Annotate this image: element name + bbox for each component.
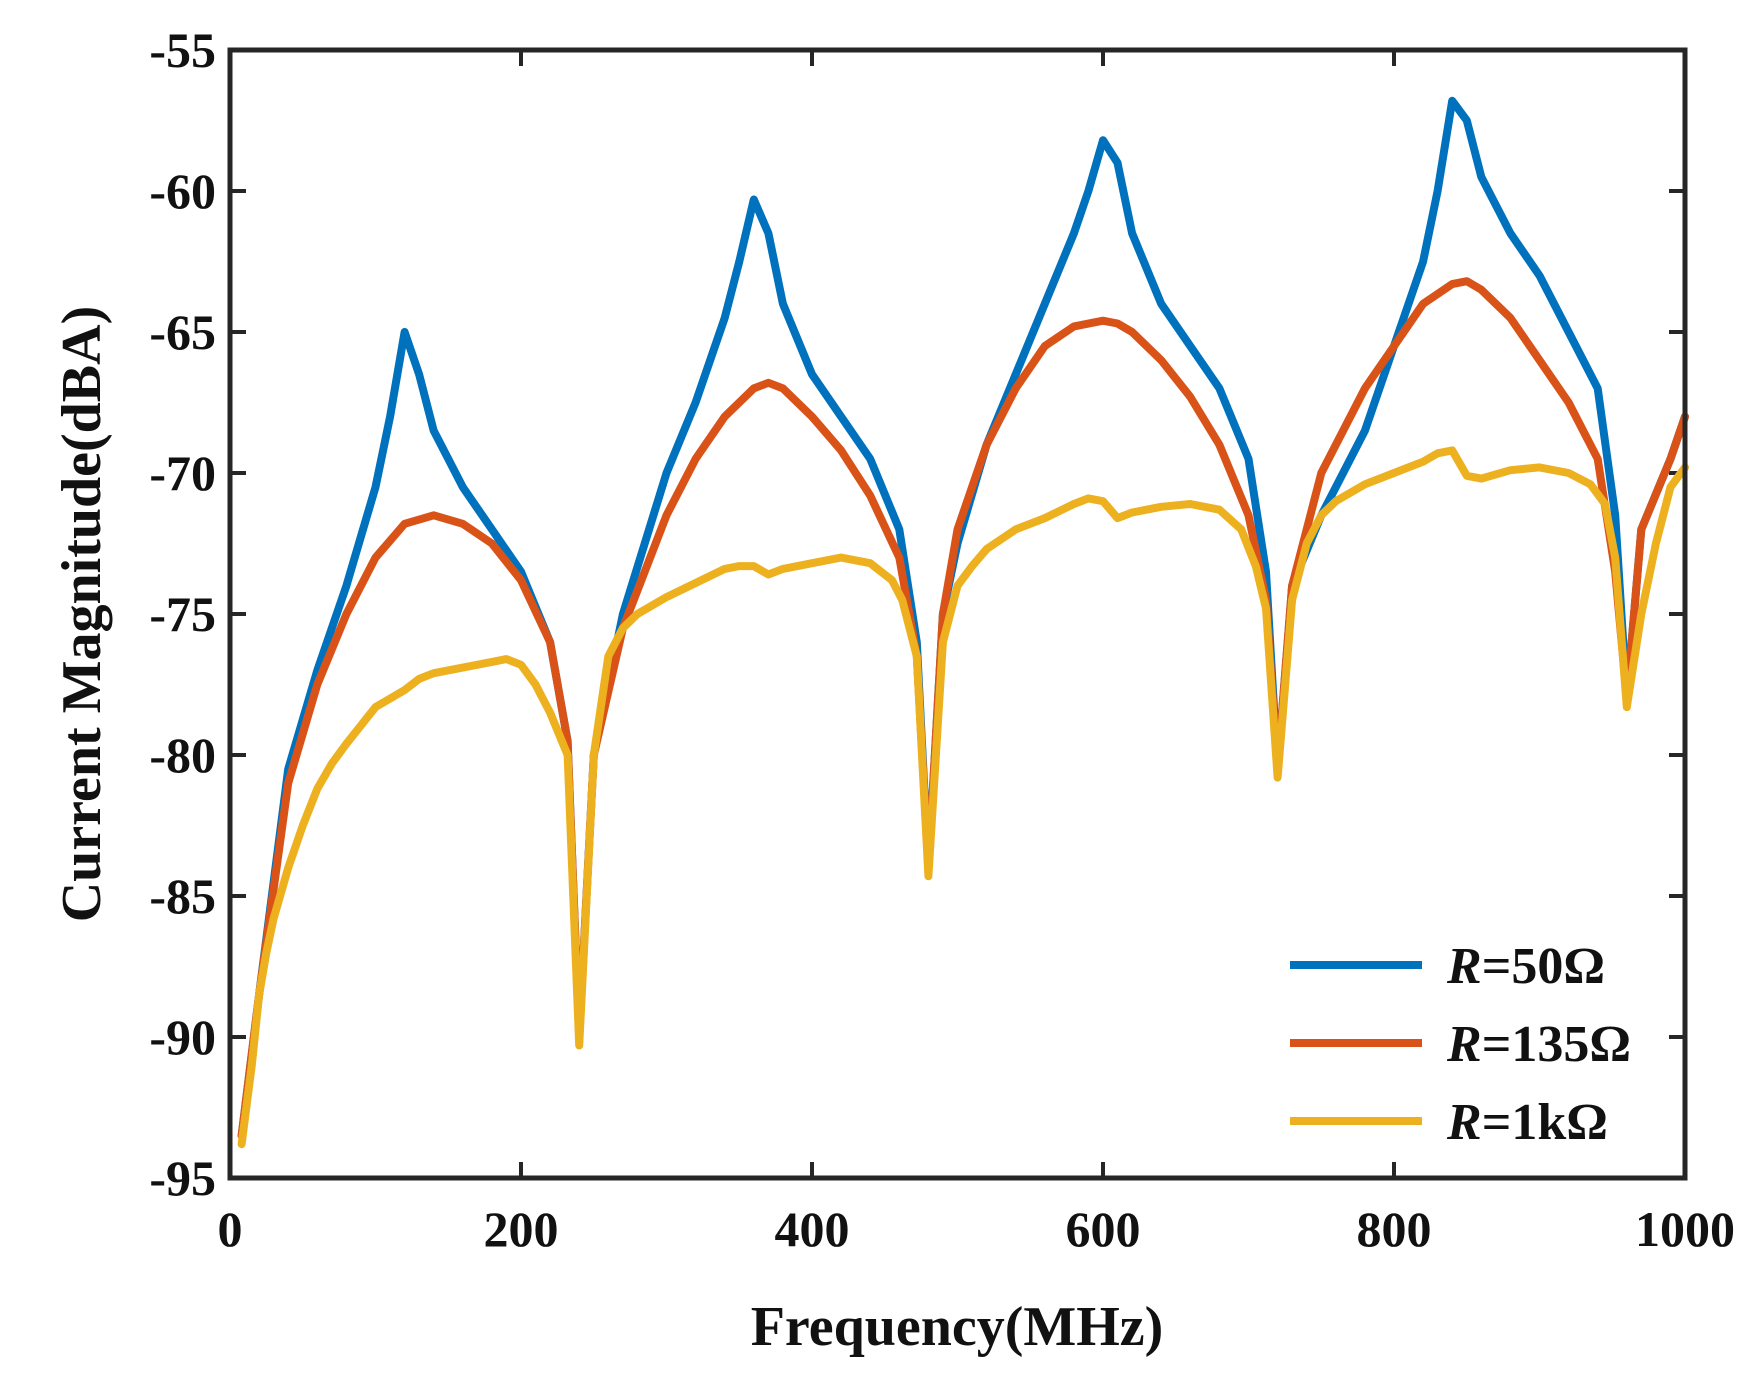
series-line-2 — [237, 277, 1689, 1140]
x-axis-title: Frequency(MHz) — [751, 1296, 1164, 1358]
legend: R=50Ω R=135Ω R=1kΩ — [1290, 938, 1631, 1151]
y-tick-label: -55 — [149, 22, 216, 78]
y-axis-title: Current Magnitude(dBA) — [51, 306, 113, 923]
y-tick-label: -80 — [149, 727, 216, 783]
x-tick-label: 1000 — [1635, 1201, 1735, 1257]
y-tick-label: -85 — [149, 868, 216, 924]
x-tick-label: 0 — [218, 1201, 243, 1257]
legend-label: R=50Ω — [1446, 938, 1605, 995]
legend-label: R=135Ω — [1446, 1016, 1631, 1073]
y-tick-label: -65 — [149, 304, 216, 360]
x-tick-label: 800 — [1357, 1201, 1432, 1257]
y-tick-labels: -55 -60 -65 -70 -75 -80 -85 -90 -95 — [149, 22, 216, 1206]
x-tick-labels: 0 200 400 600 800 1000 — [218, 1201, 1736, 1257]
legend-label: R=1kΩ — [1446, 1094, 1608, 1151]
x-tick-label: 200 — [484, 1201, 559, 1257]
series-line-3 — [237, 446, 1689, 1149]
y-tick-label: -70 — [149, 445, 216, 501]
series-lines — [237, 96, 1689, 1149]
plot-frame — [227, 47, 1688, 1181]
y-tick-label: -60 — [149, 163, 216, 219]
y-tick-label: -95 — [149, 1150, 216, 1206]
plot-background — [230, 50, 1685, 1178]
x-tick-label: 600 — [1066, 1201, 1141, 1257]
x-tick-label: 400 — [775, 1201, 850, 1257]
y-tick-label: -90 — [149, 1009, 216, 1065]
y-tick-label: -75 — [149, 586, 216, 642]
